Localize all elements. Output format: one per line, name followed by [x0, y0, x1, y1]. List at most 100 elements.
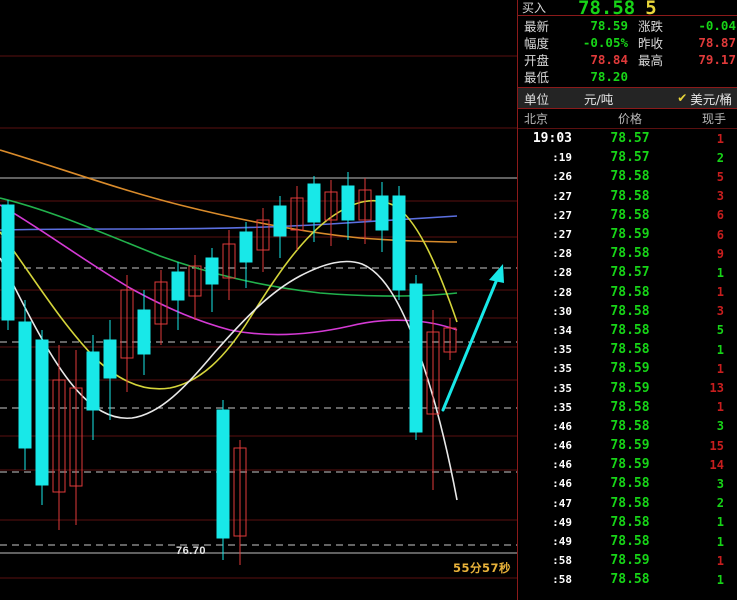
candle	[256, 208, 270, 272]
tick-time: :28	[552, 266, 572, 280]
up-trend-arrow	[441, 264, 504, 412]
tick-volume: 13	[709, 381, 724, 396]
grid-lines-dashed	[0, 267, 517, 546]
price-chart[interactable]: 76.70 55分57秒	[0, 0, 517, 600]
tick-row[interactable]: :35 78.58 1	[518, 398, 737, 417]
tick-volume: 1	[716, 265, 724, 280]
tick-row[interactable]: :35 78.58 1	[518, 340, 737, 359]
candle	[120, 275, 134, 392]
tick-row[interactable]: :27 78.59 6	[518, 225, 737, 244]
tick-row[interactable]: :49 78.58 1	[518, 532, 737, 551]
tick-volume: 2	[716, 150, 724, 165]
candle	[426, 310, 440, 490]
stat-value-change: -0.04	[698, 18, 736, 33]
tick-row[interactable]: :28 78.58 1	[518, 283, 737, 302]
tick-row[interactable]: :34 78.58 5	[518, 321, 737, 340]
tick-table-body[interactable]: 19:03 78.57 1:19 78.57 2:26 78.58 5:27 78.58 3:2…	[518, 129, 737, 590]
tick-price: 78.58	[610, 188, 650, 204]
tick-time: :34	[552, 323, 572, 337]
tick-price: 78.59	[610, 227, 650, 243]
tick-volume: 6	[716, 227, 724, 242]
tick-volume: 1	[716, 572, 724, 587]
tick-price: 78.58	[610, 418, 650, 434]
unit-option-barrel-label: 美元/桶	[690, 91, 732, 107]
tick-row[interactable]: :49 78.58 1	[518, 513, 737, 532]
tick-volume: 1	[716, 553, 724, 568]
tick-row[interactable]: 19:03 78.57 1	[518, 129, 737, 148]
ma-green-line	[0, 197, 458, 297]
candle	[443, 318, 457, 360]
tick-price: 78.58	[610, 169, 650, 185]
stat-value-low: 78.20	[590, 69, 628, 84]
candle	[69, 350, 83, 525]
tick-table-header: 北京 价格 现手	[518, 109, 737, 129]
tick-row[interactable]: :28 78.57 1	[518, 263, 737, 282]
tick-time: :58	[552, 554, 572, 568]
tick-row[interactable]: :19 78.57 2	[518, 148, 737, 167]
tick-volume: 1	[716, 131, 724, 146]
stat-label-percent: 幅度	[524, 36, 550, 51]
tick-price: 78.58	[610, 534, 650, 550]
tick-price: 78.58	[610, 342, 650, 358]
tick-time: :27	[552, 208, 572, 222]
tick-price: 78.59	[610, 380, 650, 396]
tick-row[interactable]: :35 78.59 1	[518, 359, 737, 378]
tick-row[interactable]: :27 78.58 3	[518, 187, 737, 206]
tick-row[interactable]: :28 78.58 9	[518, 244, 737, 263]
tick-time: :35	[552, 343, 572, 357]
candle	[35, 330, 49, 505]
tick-row[interactable]: :35 78.59 13	[518, 378, 737, 397]
tick-price: 78.58	[610, 399, 650, 415]
tick-row[interactable]: :26 78.58 5	[518, 167, 737, 186]
stat-value-latest: 78.59	[590, 18, 628, 33]
candle	[1, 200, 15, 330]
bid-label: 买入	[522, 1, 547, 15]
candle	[171, 262, 185, 330]
tick-row[interactable]: :47 78.58 2	[518, 494, 737, 513]
tick-price: 78.59	[610, 438, 650, 454]
candle	[392, 186, 406, 300]
unit-option-ton[interactable]: 元/吨	[584, 89, 613, 108]
tick-row[interactable]: :58 78.58 1	[518, 570, 737, 589]
candlestick-series	[1, 172, 457, 565]
tick-volume: 1	[716, 400, 724, 415]
unit-selector-row: 单位 元/吨 ✔ 美元/桶	[518, 88, 737, 109]
candlestick-chart-canvas	[0, 55, 517, 579]
candle	[222, 230, 236, 300]
tick-row[interactable]: :46 78.59 14	[518, 455, 737, 474]
tick-row[interactable]: :30 78.58 3	[518, 302, 737, 321]
stat-value-prev-close: 78.87	[698, 35, 736, 50]
tick-price: 78.57	[610, 265, 650, 281]
grid-lines-red	[0, 55, 517, 579]
candle	[188, 255, 202, 320]
ma-magenta-line	[0, 204, 458, 336]
tick-price: 78.59	[610, 457, 650, 473]
candle	[86, 335, 100, 440]
tick-volume: 3	[716, 304, 724, 319]
tick-time: :46	[552, 419, 572, 433]
tick-volume: 3	[716, 189, 724, 204]
tick-row[interactable]: :46 78.58 3	[518, 417, 737, 436]
tick-volume: 1	[716, 285, 724, 300]
tick-time: :46	[552, 458, 572, 472]
tick-price: 78.57	[610, 150, 650, 166]
stat-row-latest: 最新 78.59 涨跌 -0.04	[518, 17, 737, 34]
tick-col-volume: 现手	[701, 112, 726, 126]
candle	[409, 275, 423, 440]
candle	[307, 176, 321, 242]
tick-price: 78.58	[610, 284, 650, 300]
tick-volume: 14	[709, 457, 724, 472]
unit-option-ton-label: 元/吨	[584, 91, 614, 107]
unit-option-barrel[interactable]: ✔ 美元/桶	[677, 89, 732, 108]
tick-row[interactable]: :46 78.58 3	[518, 474, 737, 493]
stat-label-low: 最低	[524, 70, 550, 85]
candle	[341, 172, 355, 240]
stat-label-latest: 最新	[524, 19, 550, 34]
tick-price: 78.59	[610, 361, 650, 377]
tick-row[interactable]: :27 78.58 6	[518, 206, 737, 225]
tick-row[interactable]: :58 78.59 1	[518, 551, 737, 570]
candle	[18, 300, 32, 470]
tick-price: 78.58	[610, 514, 650, 530]
tick-time: :27	[552, 228, 572, 242]
tick-row[interactable]: :46 78.59 15	[518, 436, 737, 455]
